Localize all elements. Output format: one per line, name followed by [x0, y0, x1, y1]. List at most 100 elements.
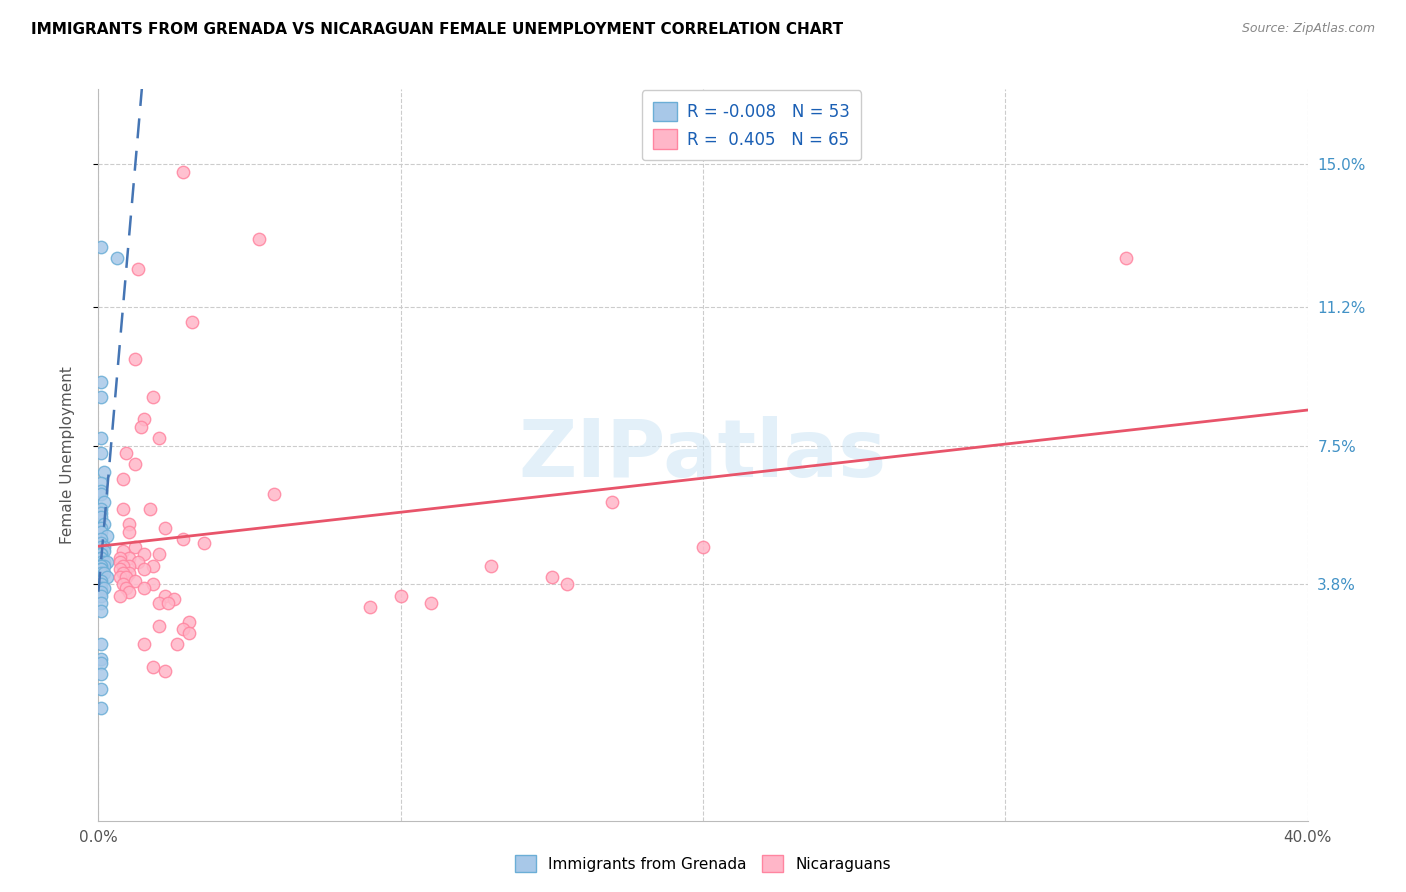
Point	[166, 637, 188, 651]
Point	[90, 483, 112, 498]
Point	[93, 465, 115, 479]
Point	[90, 446, 112, 460]
Point	[108, 570, 131, 584]
Point	[148, 596, 170, 610]
Point	[114, 446, 136, 460]
Point	[96, 570, 118, 584]
Point	[153, 664, 176, 678]
Point	[111, 502, 134, 516]
Point	[124, 574, 146, 588]
Point	[90, 502, 112, 516]
Point	[93, 566, 115, 580]
Point	[90, 584, 112, 599]
Point	[108, 562, 131, 576]
Point	[90, 547, 112, 561]
Point	[111, 543, 134, 558]
Point	[142, 660, 165, 674]
Point	[540, 570, 562, 584]
Point	[111, 566, 134, 580]
Point	[111, 472, 134, 486]
Point	[124, 540, 146, 554]
Point	[148, 618, 170, 632]
Point	[90, 551, 112, 566]
Point	[90, 533, 112, 547]
Point	[90, 551, 112, 566]
Point	[108, 589, 131, 603]
Point	[1115, 251, 1137, 265]
Point	[93, 558, 115, 573]
Point	[118, 566, 141, 580]
Point	[90, 562, 112, 576]
Point	[90, 240, 112, 254]
Point	[247, 232, 270, 246]
Point	[172, 533, 194, 547]
Point	[111, 558, 134, 573]
Point	[90, 476, 112, 491]
Point	[90, 487, 112, 501]
Point	[90, 566, 112, 580]
Point	[90, 536, 112, 550]
Point	[602, 495, 624, 509]
Point	[90, 562, 112, 576]
Point	[193, 536, 215, 550]
Point	[90, 701, 112, 715]
Point	[132, 547, 155, 561]
Legend: R = -0.008   N = 53, R =  0.405   N = 65: R = -0.008 N = 53, R = 0.405 N = 65	[641, 90, 860, 161]
Legend: Immigrants from Grenada, Nicaraguans: Immigrants from Grenada, Nicaraguans	[508, 847, 898, 880]
Point	[90, 540, 112, 554]
Point	[108, 551, 131, 566]
Point	[114, 570, 136, 584]
Point	[90, 547, 112, 561]
Point	[132, 637, 155, 651]
Point	[555, 577, 578, 591]
Point	[127, 555, 149, 569]
Point	[181, 315, 204, 329]
Point	[93, 540, 115, 554]
Point	[93, 555, 115, 569]
Point	[118, 584, 141, 599]
Point	[139, 502, 162, 516]
Point	[124, 458, 146, 472]
Point	[389, 589, 412, 603]
Point	[90, 509, 112, 524]
Point	[90, 637, 112, 651]
Point	[90, 652, 112, 666]
Point	[90, 656, 112, 670]
Point	[179, 626, 201, 640]
Point	[108, 555, 131, 569]
Point	[90, 431, 112, 445]
Point	[93, 495, 115, 509]
Point	[93, 517, 115, 532]
Point	[90, 574, 112, 588]
Point	[156, 596, 179, 610]
Point	[172, 623, 194, 637]
Point	[90, 596, 112, 610]
Point	[172, 165, 194, 179]
Point	[481, 558, 503, 573]
Point	[90, 581, 112, 595]
Point	[90, 524, 112, 539]
Point	[93, 543, 115, 558]
Point	[90, 555, 112, 569]
Point	[153, 521, 176, 535]
Point	[90, 390, 112, 404]
Point	[90, 375, 112, 389]
Text: IMMIGRANTS FROM GRENADA VS NICARAGUAN FEMALE UNEMPLOYMENT CORRELATION CHART: IMMIGRANTS FROM GRENADA VS NICARAGUAN FE…	[31, 22, 844, 37]
Point	[153, 589, 176, 603]
Point	[111, 577, 134, 591]
Point	[118, 551, 141, 566]
Point	[148, 547, 170, 561]
Point	[90, 543, 112, 558]
Point	[124, 352, 146, 367]
Y-axis label: Female Unemployment: Female Unemployment	[60, 366, 75, 544]
Point	[90, 682, 112, 697]
Point	[114, 581, 136, 595]
Point	[132, 562, 155, 576]
Point	[90, 506, 112, 520]
Point	[127, 262, 149, 277]
Point	[692, 540, 714, 554]
Point	[142, 558, 165, 573]
Point	[90, 521, 112, 535]
Point	[142, 390, 165, 404]
Point	[263, 487, 285, 501]
